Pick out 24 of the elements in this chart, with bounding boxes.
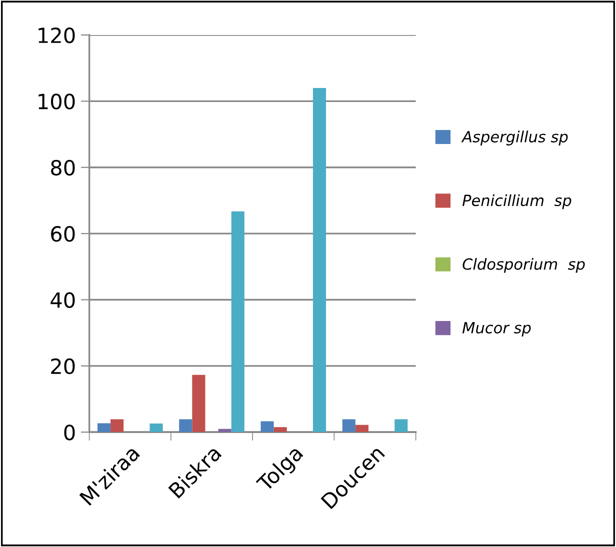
legend-label: Aspergillus sp (461, 130, 568, 146)
y-tick-label: 40 (50, 292, 75, 308)
bar (394, 419, 408, 432)
bar (231, 211, 244, 432)
bar (179, 419, 192, 432)
bar (274, 427, 287, 432)
y-tick-label: 60 (51, 226, 75, 242)
bar (342, 419, 356, 432)
bar (260, 421, 274, 432)
bar (312, 88, 326, 432)
y-tick-label: 80 (51, 160, 75, 176)
legend-label: Penicillium sp (462, 194, 572, 210)
y-tick-label: 120 (38, 27, 75, 44)
legend-label: Mucor sp (462, 322, 531, 336)
bar (97, 423, 111, 432)
legend-label: Cldosporium sp (462, 258, 585, 273)
bar (150, 424, 163, 432)
y-tick-label: 20 (51, 358, 75, 374)
y-tick-label: 0 (64, 424, 75, 440)
y-tick-label: 100 (38, 94, 75, 110)
bar (355, 424, 368, 432)
bar (192, 374, 206, 432)
bar (110, 419, 124, 432)
bar (218, 428, 232, 432)
